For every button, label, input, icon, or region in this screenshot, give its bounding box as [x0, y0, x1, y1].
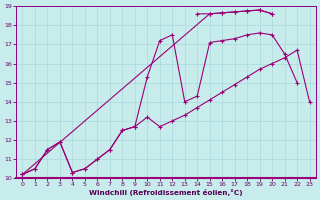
X-axis label: Windchill (Refroidissement éolien,°C): Windchill (Refroidissement éolien,°C) — [89, 189, 243, 196]
